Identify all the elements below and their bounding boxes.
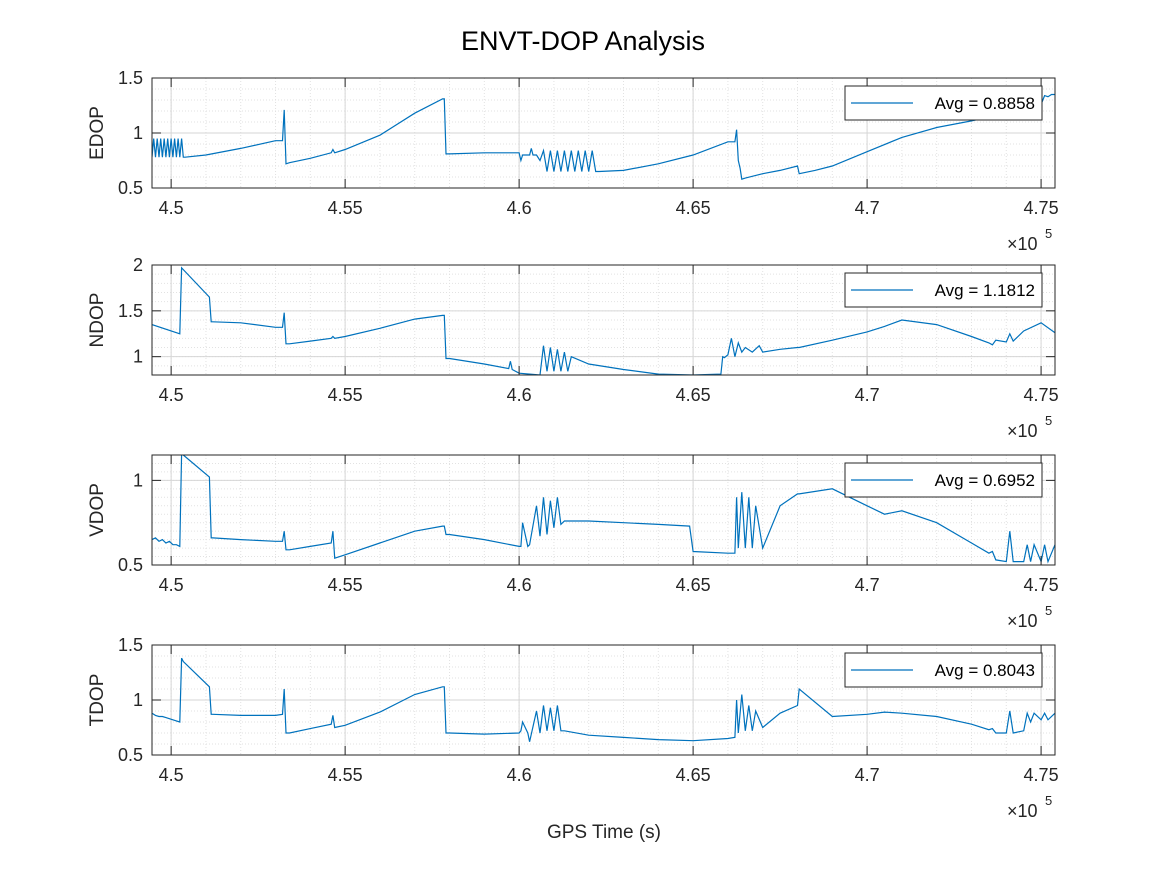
y-tick-label: 0.5 — [118, 178, 143, 198]
legend-label: Avg = 0.6952 — [935, 471, 1035, 490]
x-tick-label: 4.5 — [159, 198, 184, 218]
x-tick-label: 4.6 — [507, 575, 532, 595]
y-axis-label: NDOP — [87, 293, 108, 348]
x-tick-label: 4.5 — [159, 385, 184, 405]
subplot-vdop: 4.5 4.55 4.6 4.65 4.7 4.75 0.5 1 VDOP ×10 5 Avg = 0… — [87, 454, 1059, 631]
x-exponent-label: ×10 — [1007, 611, 1038, 631]
x-tick-label: 4.6 — [507, 765, 532, 785]
x-tick-label: 4.7 — [855, 385, 880, 405]
legend-label: Avg = 0.8858 — [935, 94, 1035, 113]
x-tick-label: 4.65 — [676, 765, 711, 785]
y-tick-label: 1.5 — [118, 301, 143, 321]
y-tick-label: 1.5 — [118, 68, 143, 88]
series-line-ndop — [152, 266, 1055, 375]
legend-label: Avg = 0.8043 — [935, 661, 1035, 680]
subplot-panels: 4.5 4.55 4.6 4.65 4.7 4.750.511.5EDOP×105Avg … — [87, 68, 1059, 821]
subplot-tdop: 4.5 4.55 4.6 4.65 4.7 4.75 0.5 1 1.5 TDOP ×10 5 Avg … — [87, 635, 1059, 821]
x-exponent-power: 5 — [1045, 226, 1052, 241]
y-tick-label: 0.5 — [118, 745, 143, 765]
x-tick-label: 4.7 — [855, 198, 880, 218]
series-line-vdop — [152, 455, 1055, 564]
x-tick-label: 4.75 — [1024, 575, 1059, 595]
x-exponent-label: ×10 — [1007, 801, 1038, 821]
x-tick-label: 4.75 — [1024, 385, 1059, 405]
x-tick-label: 4.75 — [1024, 198, 1059, 218]
x-tick-label: 4.7 — [855, 765, 880, 785]
x-exponent-power: 5 — [1045, 603, 1052, 618]
subplot-edop: 4.5 4.55 4.6 4.65 4.7 4.75 0.5 1 1.5 EDOP ×10 5 Avg … — [87, 68, 1059, 254]
chart-title: ENVT-DOP Analysis — [461, 26, 705, 56]
y-axis-label: EDOP — [87, 106, 108, 160]
x-tick-label: 4.55 — [328, 385, 363, 405]
x-exponent-power: 5 — [1045, 413, 1052, 428]
x-tick-label: 4.65 — [676, 198, 711, 218]
series-line-tdop — [152, 657, 1055, 742]
x-tick-label: 4.55 — [328, 765, 363, 785]
y-tick-label: 1.5 — [118, 635, 143, 655]
axes-box — [151, 454, 1056, 566]
x-tick-label: 4.55 — [328, 575, 363, 595]
x-exponent-label: ×10 — [1007, 421, 1038, 441]
x-axis-label: GPS Time (s) — [547, 822, 661, 843]
tick-marks — [152, 77, 1055, 189]
y-axis-label: TDOP — [87, 674, 108, 727]
minor-grid — [152, 77, 1055, 189]
y-tick-label: 1 — [133, 347, 143, 367]
tick-marks — [152, 644, 1055, 756]
x-tick-label: 4.55 — [328, 198, 363, 218]
series-line-edop — [152, 93, 1055, 180]
y-tick-label: 1 — [133, 470, 143, 490]
axes-box — [151, 264, 1056, 376]
y-tick-label: 2 — [133, 255, 143, 275]
x-tick-label: 4.6 — [507, 198, 532, 218]
x-tick-label: 4.5 — [159, 575, 184, 595]
x-tick-label: 4.65 — [676, 385, 711, 405]
y-tick-label: 1 — [133, 123, 143, 143]
x-exponent-label: ×10 — [1007, 234, 1038, 254]
x-tick-label: 4.6 — [507, 385, 532, 405]
x-tick-label: 4.5 — [159, 765, 184, 785]
y-axis-label: VDOP — [87, 483, 108, 537]
x-tick-label: 4.75 — [1024, 765, 1059, 785]
x-exponent-power: 5 — [1045, 793, 1052, 808]
y-tick-label: 1 — [133, 690, 143, 710]
subplot-ndop: 4.5 4.55 4.6 4.65 4.7 4.75 1 1.5 2 NDOP ×10 5 Avg = … — [87, 255, 1059, 441]
x-tick-label: 4.7 — [855, 575, 880, 595]
y-tick-label: 0.5 — [118, 555, 143, 575]
x-tick-label: 4.65 — [676, 575, 711, 595]
legend-label: Avg = 1.1812 — [935, 281, 1035, 300]
